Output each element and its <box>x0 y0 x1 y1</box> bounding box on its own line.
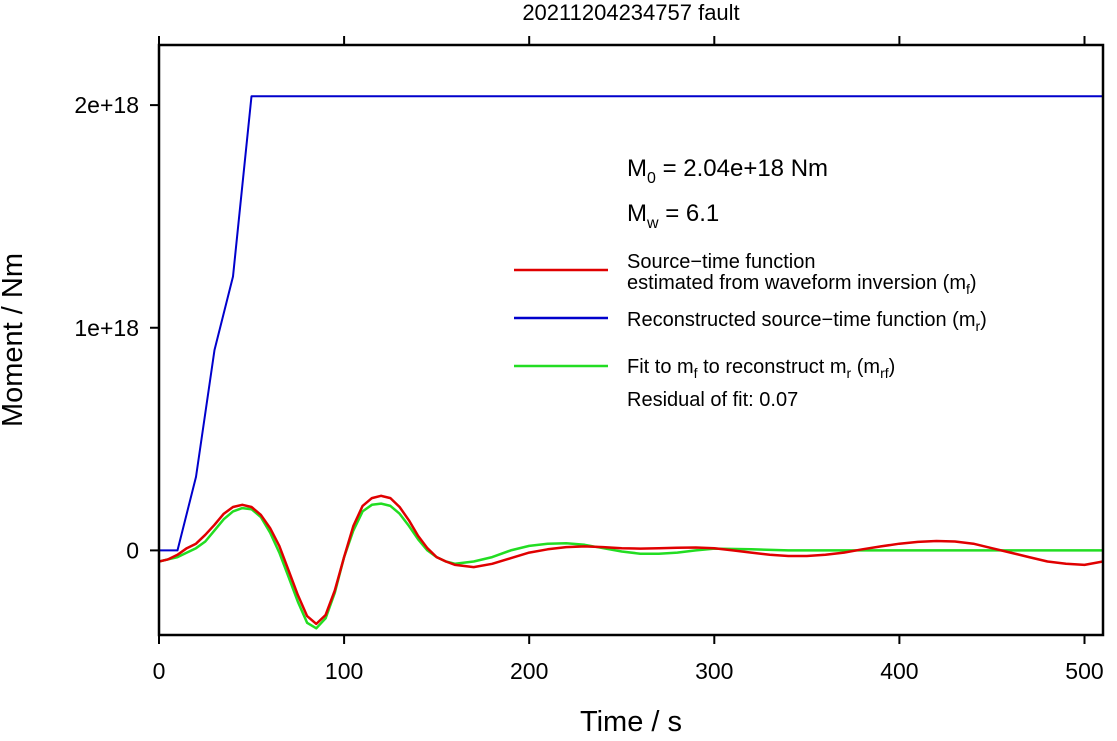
legend-label-source-time-line2: estimated from waveform inversion (mf) <box>627 272 977 297</box>
legend-label-reconstructed: Reconstructed source−time function (mr) <box>627 309 987 334</box>
y-axis-label: Moment / Nm <box>0 253 29 427</box>
x-tick-label: 100 <box>325 658 363 684</box>
m0-prefix: M <box>627 155 647 182</box>
legend-text: to reconstruct m <box>698 356 847 378</box>
legend-subscript: f <box>966 281 970 297</box>
plot-frame <box>157 43 1105 637</box>
m0-subscript: 0 <box>647 170 656 187</box>
legend-subscript: r <box>976 318 981 334</box>
series-line-source-time-function <box>159 494 1103 626</box>
legend-subscript: f <box>694 365 698 381</box>
mw-value: = 6.1 <box>659 200 720 227</box>
x-tick-label: 0 <box>153 658 166 684</box>
series-line-fit <box>159 502 1103 630</box>
y-tick-label: 2e+18 <box>74 92 139 118</box>
series-group <box>159 95 1103 630</box>
legend-subscript: rf <box>880 365 889 381</box>
legend-label-fit: Fit to mf to reconstruct mr (mrf) <box>627 356 895 381</box>
x-tick-label: 400 <box>880 658 918 684</box>
legend-text: ) <box>980 309 987 331</box>
legend-text: Reconstructed source−time function (m <box>627 309 976 331</box>
x-tick-label: 500 <box>1065 658 1103 684</box>
mw-subscript: w <box>646 215 659 232</box>
m0-annotation: M0 = 2.04e+18 Nm <box>627 155 828 187</box>
legend-text: ) <box>889 356 896 378</box>
legend-label-source-time-line1: Source−time function <box>627 251 815 273</box>
legend-subscript: r <box>847 365 852 381</box>
series-line-reconstructed <box>159 95 1103 552</box>
m0-value: = 2.04e+18 Nm <box>656 155 828 182</box>
y-tick-label: 1e+18 <box>74 315 139 341</box>
x-tick-label: 200 <box>510 658 548 684</box>
legend-text: ) <box>970 272 977 294</box>
residual-annotation: Residual of fit: 0.07 <box>627 389 798 411</box>
legend-text: (m <box>851 356 880 378</box>
x-axis-label: Time / s <box>580 706 682 736</box>
mw-annotation: Mw = 6.1 <box>627 200 719 232</box>
chart-title: 20211204234757 fault <box>522 0 739 25</box>
legend: Source−time function estimated from wave… <box>514 251 987 411</box>
y-tick-label: 0 <box>126 537 139 563</box>
mw-prefix: M <box>627 200 647 227</box>
legend-text: estimated from waveform inversion (m <box>627 272 966 294</box>
axes-group: 0 100 200 300 400 500 0 1e+18 2e+18 <box>74 36 1104 684</box>
x-tick-label: 300 <box>695 658 733 684</box>
legend-text: Fit to m <box>627 356 694 378</box>
